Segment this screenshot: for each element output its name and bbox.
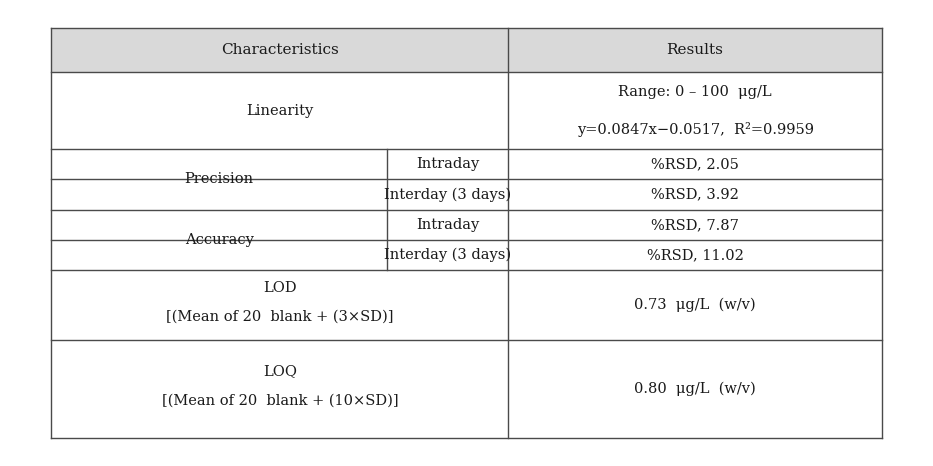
Text: Intraday: Intraday [416,157,480,171]
Text: %RSD, 2.05: %RSD, 2.05 [651,157,739,171]
Text: Intraday: Intraday [416,218,480,232]
Text: Interday (3 days): Interday (3 days) [384,187,511,202]
Text: %RSD, 11.02: %RSD, 11.02 [647,248,744,262]
Text: 0.73  μg/L  (w/v): 0.73 μg/L (w/v) [634,298,756,312]
Text: 0.80  μg/L  (w/v): 0.80 μg/L (w/v) [634,382,756,396]
Text: Linearity: Linearity [246,103,313,118]
Text: Range: 0 – 100  μg/L: Range: 0 – 100 μg/L [619,85,772,99]
Text: y=0.0847x−0.0517,  R²=0.9959: y=0.0847x−0.0517, R²=0.9959 [577,122,814,137]
Text: Accuracy: Accuracy [185,233,254,247]
Text: [(Mean of 20  blank + (3×SD)]: [(Mean of 20 blank + (3×SD)] [166,310,394,324]
Bar [51,28,508,72]
Bar [508,28,882,72]
Text: LOD: LOD [263,281,297,295]
Text: %RSD, 3.92: %RSD, 3.92 [651,187,739,202]
Text: Interday (3 days): Interday (3 days) [384,248,511,262]
Text: Results: Results [667,43,723,57]
Text: LOQ: LOQ [263,364,297,378]
Bar [51,72,882,438]
Text: [(Mean of 20  blank + (10×SD)]: [(Mean of 20 blank + (10×SD)] [161,394,398,408]
Text: Characteristics: Characteristics [221,43,339,57]
Text: Precision: Precision [185,172,254,186]
Text: %RSD, 7.87: %RSD, 7.87 [651,218,739,232]
